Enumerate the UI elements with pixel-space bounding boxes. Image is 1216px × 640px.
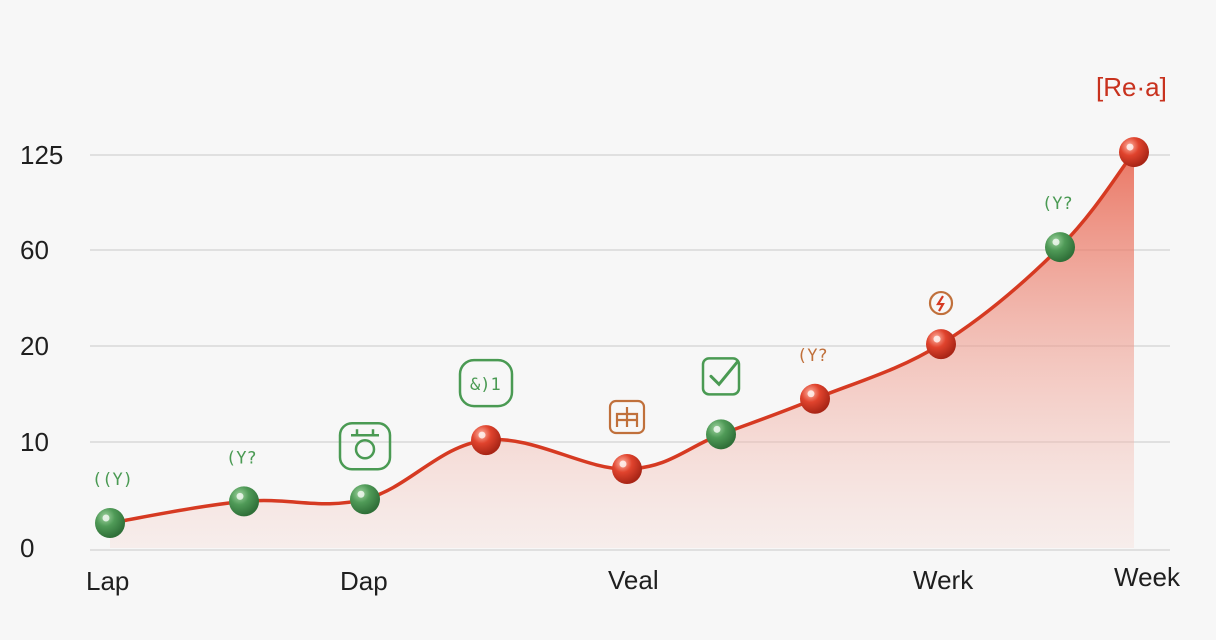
y-tick-label: 0 (20, 533, 34, 563)
data-point-red (471, 425, 501, 456)
point-highlight (619, 460, 627, 468)
point-annotation: (Y? (1042, 194, 1073, 214)
data-point-red (612, 454, 642, 484)
x-tick-label: Lap (86, 566, 129, 596)
y-axis-ticks: 0 10 20 60 125 (20, 140, 63, 563)
data-point-red (926, 329, 956, 360)
data-point-green (706, 419, 736, 450)
point-annotation: (Y? (226, 448, 257, 468)
x-tick-label: Week (1114, 562, 1181, 592)
point-annotation: (Y? (797, 346, 828, 366)
point-highlight (1052, 238, 1060, 246)
data-points (95, 137, 1149, 538)
building-icon (608, 399, 646, 435)
point-highlight (236, 492, 244, 500)
x-axis-ticks: Lap Dap Veal Werk Week (86, 562, 1181, 596)
y-tick-label: 20 (20, 331, 49, 361)
data-point-green (1045, 232, 1075, 263)
y-tick-label: 10 (20, 427, 49, 457)
x-tick-label: Dap (340, 566, 388, 596)
point-highlight (357, 490, 365, 498)
lantern-icon (338, 421, 392, 471)
x-tick-label: Werk (913, 565, 974, 595)
y-tick-label: 125 (20, 140, 63, 170)
point-highlight (713, 425, 721, 433)
point-annotation: &)1 (470, 375, 501, 395)
point-annotation: ((Y) (92, 470, 133, 490)
series-line (109, 151, 1136, 525)
lightning-icon (928, 290, 954, 316)
data-point-green (229, 486, 259, 517)
x-tick-label: Veal (608, 565, 659, 595)
y-tick-label: 60 (20, 235, 49, 265)
annotation-labels: ((Y) (Y? (Y? (Y? (92, 194, 1073, 490)
data-point-green (350, 484, 380, 515)
point-highlight (478, 431, 486, 439)
point-highlight (102, 514, 110, 522)
check-icon (701, 357, 741, 396)
data-point-red (1119, 137, 1149, 168)
point-highlight (933, 335, 941, 343)
series-label: [Re·a] (1096, 72, 1167, 102)
area-fill (110, 152, 1134, 549)
badge-icon (458, 358, 514, 408)
point-highlight (807, 390, 815, 398)
data-point-red (800, 383, 830, 414)
annotation-icons: &)1 (338, 290, 954, 471)
point-highlight (1126, 143, 1134, 151)
data-point-green (95, 508, 125, 538)
